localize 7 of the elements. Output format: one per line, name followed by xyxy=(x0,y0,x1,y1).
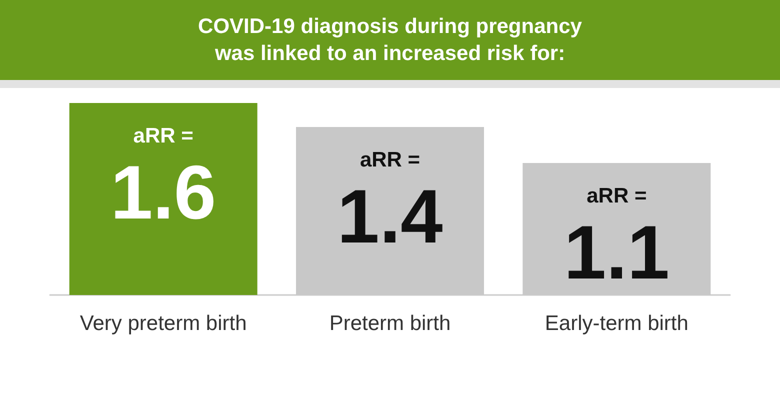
x-tick-label: Very preterm birth xyxy=(80,312,247,335)
data-label: aRR = 1.6 xyxy=(110,124,216,236)
chart-title: COVID-19 diagnosis during pregnancy was linked to an increased risk for: xyxy=(0,0,780,80)
data-label: aRR = 1.1 xyxy=(564,184,670,296)
x-tick-label: Preterm birth xyxy=(329,312,451,335)
data-label: aRR = 1.4 xyxy=(337,148,443,260)
x-tick-label: Early-term birth xyxy=(544,312,688,335)
